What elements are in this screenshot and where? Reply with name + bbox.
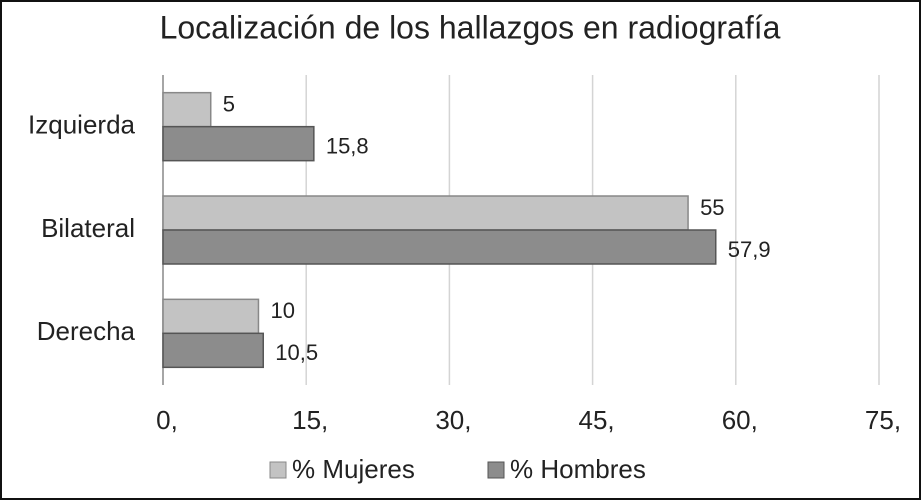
x-tick-label: 30,: [435, 405, 471, 435]
y-tick-label: Bilateral: [41, 213, 135, 243]
bar: [162, 332, 264, 369]
legend-label: % Hombres: [510, 454, 646, 484]
data-label: 5: [223, 91, 235, 116]
x-tick-label: 15,: [292, 405, 328, 435]
chart-title: Localización de los hallazgos en radiogr…: [160, 9, 781, 45]
data-label: 10,5: [275, 340, 318, 365]
bar: [162, 91, 212, 128]
y-tick-label: Izquierda: [28, 110, 135, 140]
x-tick-label: 0,: [156, 405, 178, 435]
y-tick-label: Derecha: [37, 316, 136, 346]
data-label: 10: [270, 298, 294, 323]
x-tick-label: 75,: [865, 405, 901, 435]
data-label: 57,9: [728, 237, 771, 262]
bar: [162, 229, 717, 265]
bar: [162, 125, 315, 162]
bar: [162, 195, 689, 231]
legend-label: % Mujeres: [292, 454, 415, 484]
x-tick-label: 45,: [579, 405, 615, 435]
data-label: 55: [700, 195, 724, 220]
x-tick-label: 60,: [722, 405, 758, 435]
legend-swatch: [487, 461, 505, 479]
data-label: 15,8: [326, 133, 369, 158]
bar: [162, 298, 260, 335]
legend-swatch: [269, 461, 287, 479]
